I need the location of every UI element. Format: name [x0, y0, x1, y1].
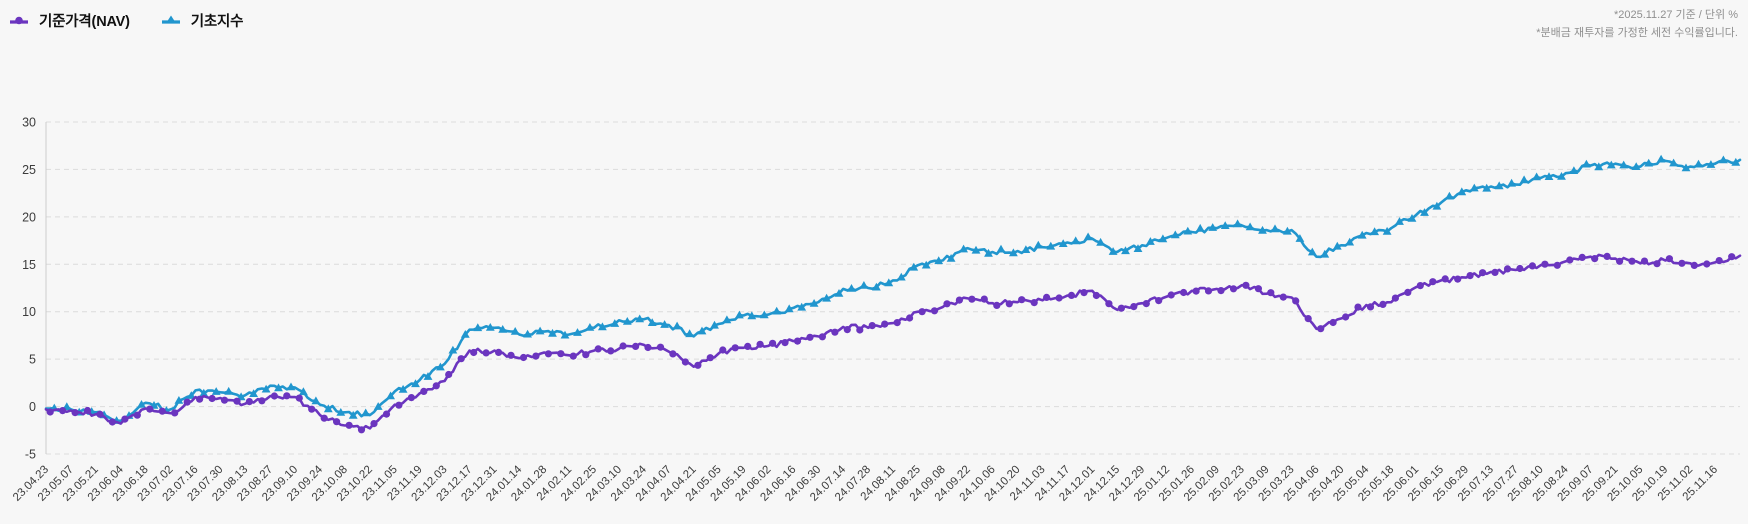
svg-text:10: 10 [22, 305, 36, 319]
legend-item-nav[interactable]: 기준가격(NAV) [8, 10, 130, 31]
as-of-date-note: *2025.11.27 기준 / 단위 % [1613, 9, 1738, 21]
legend-item-index[interactable]: 기초지수 [160, 10, 244, 31]
legend-label-nav: 기준가격(NAV) [39, 14, 130, 30]
svg-text:25: 25 [22, 163, 36, 177]
index-line-triangle-marker-icon [161, 15, 180, 24]
svg-text:-5: -5 [25, 448, 36, 462]
pretax-return-note: *분배금 재투자를 가정한 세전 수익률입니다. [1536, 26, 1738, 39]
svg-text:20: 20 [22, 210, 36, 224]
svg-text:30: 30 [22, 116, 36, 130]
svg-text:5: 5 [29, 353, 36, 367]
legend-label-index: 기초지수 [190, 14, 244, 30]
nav-line-circle-marker-icon [10, 16, 28, 25]
chart-annotations: *2025.11.27 기준 / 단위 % *분배금 재투자를 가정한 세전 수… [1536, 7, 1738, 42]
svg-text:0: 0 [29, 400, 36, 414]
svg-text:15: 15 [22, 258, 36, 272]
chart-legend: 기준가격(NAV) 기초지수 [8, 10, 244, 31]
